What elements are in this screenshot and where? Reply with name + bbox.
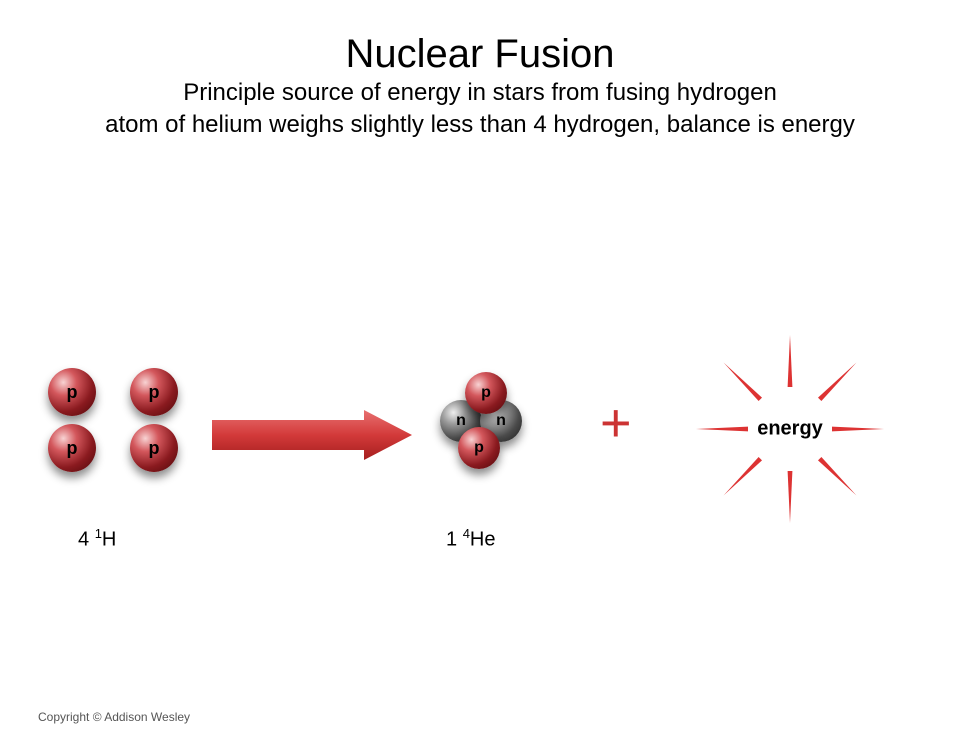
energy-label: energy [757, 418, 823, 441]
arrow-icon [212, 410, 412, 460]
subtitle-line-1: Principle source of energy in stars from… [0, 77, 960, 109]
proton-icon: p [130, 368, 178, 416]
proton-icon: p [48, 368, 96, 416]
proton-icon: p [458, 427, 500, 469]
copyright-text: Copyright © Addison Wesley [38, 710, 190, 724]
plus-symbol: + [600, 392, 632, 454]
proton-icon: p [130, 424, 178, 472]
proton-icon: p [48, 424, 96, 472]
subtitle-line-2: atom of helium weighs slightly less than… [0, 109, 960, 141]
hydrogen-cluster: p p p p [48, 368, 198, 478]
hydrogen-formula: 4 1H [78, 526, 116, 552]
fusion-diagram: p p p p n n p p + energy 4 1H 1 4He [0, 332, 960, 592]
helium-cluster: n n p p [430, 372, 550, 482]
proton-icon: p [465, 372, 507, 414]
helium-formula: 1 4He [446, 526, 496, 552]
energy-burst: energy [680, 324, 900, 534]
title: Nuclear Fusion [0, 32, 960, 77]
